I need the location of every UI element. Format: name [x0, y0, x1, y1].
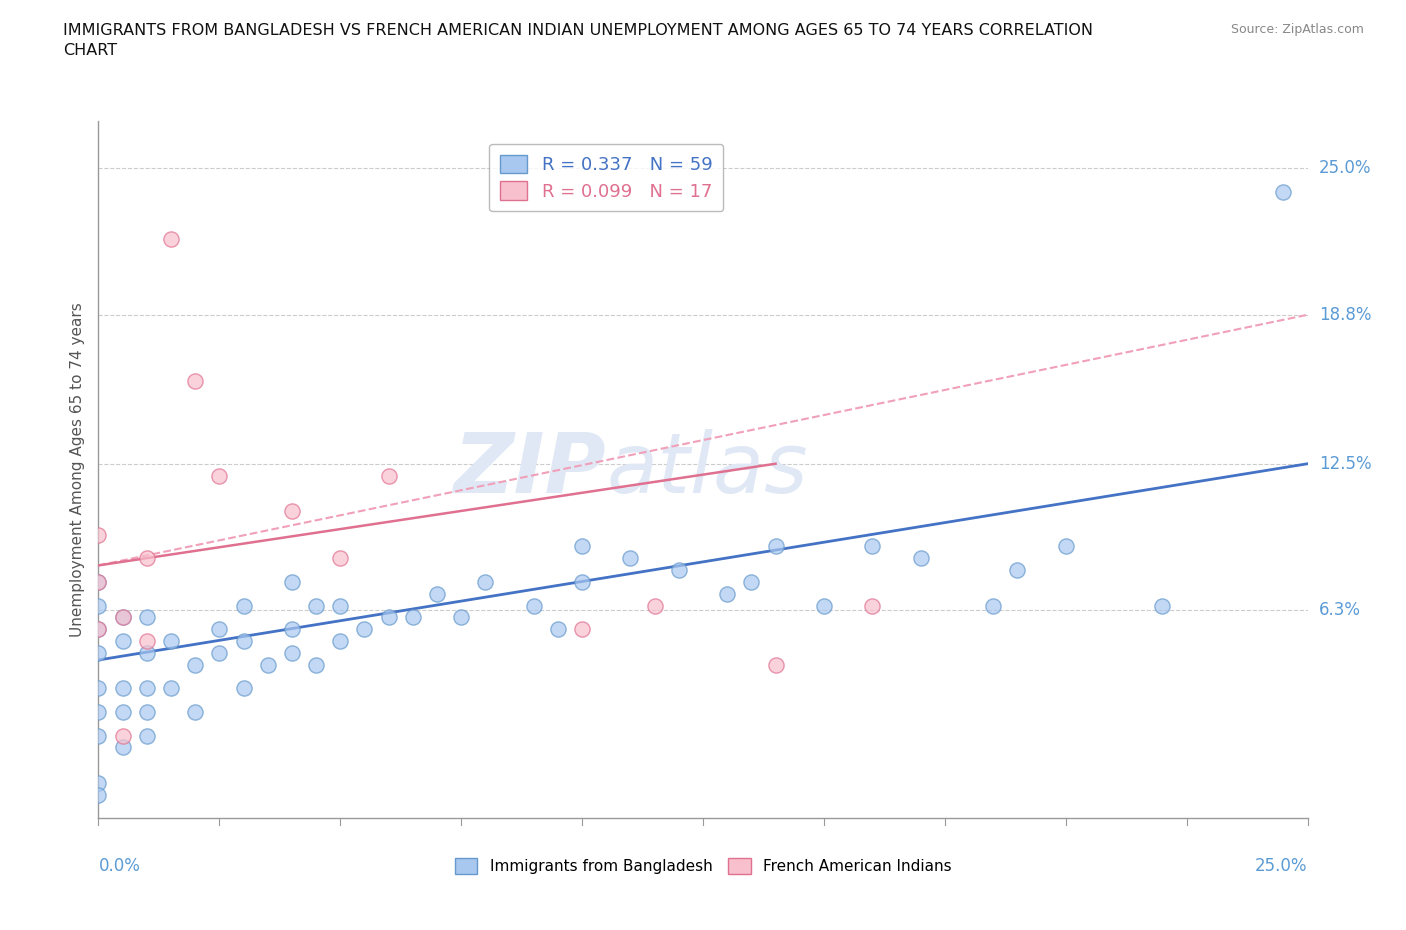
Point — [208, 468, 231, 483]
Point — [111, 610, 134, 625]
Point — [765, 658, 787, 672]
Point — [135, 645, 157, 660]
Point — [523, 598, 546, 613]
Point — [135, 610, 157, 625]
Point — [184, 705, 207, 720]
Text: atlas: atlas — [606, 429, 808, 511]
Point — [111, 681, 134, 696]
Point — [135, 705, 157, 720]
Text: IMMIGRANTS FROM BANGLADESH VS FRENCH AMERICAN INDIAN UNEMPLOYMENT AMONG AGES 65 : IMMIGRANTS FROM BANGLADESH VS FRENCH AME… — [63, 23, 1094, 58]
Point — [740, 575, 762, 590]
Text: 6.3%: 6.3% — [1319, 602, 1361, 619]
Point — [402, 610, 425, 625]
Point — [87, 527, 110, 542]
Point — [281, 622, 304, 637]
Point — [619, 551, 641, 565]
Legend: Immigrants from Bangladesh, French American Indians: Immigrants from Bangladesh, French Ameri… — [449, 852, 957, 881]
Point — [87, 645, 110, 660]
Y-axis label: Unemployment Among Ages 65 to 74 years: Unemployment Among Ages 65 to 74 years — [69, 302, 84, 637]
Point — [232, 598, 254, 613]
Point — [644, 598, 666, 613]
Text: ZIP: ZIP — [454, 429, 606, 511]
Point — [111, 633, 134, 648]
Point — [668, 563, 690, 578]
Point — [184, 374, 207, 389]
Point — [87, 728, 110, 743]
Point — [305, 658, 328, 672]
Point — [474, 575, 496, 590]
Point — [305, 598, 328, 613]
Point — [111, 728, 134, 743]
Point — [353, 622, 375, 637]
Point — [281, 503, 304, 518]
Point — [426, 586, 449, 601]
Point — [111, 740, 134, 755]
Point — [571, 622, 593, 637]
Point — [160, 681, 183, 696]
Text: 12.5%: 12.5% — [1319, 455, 1371, 472]
Point — [160, 633, 183, 648]
Point — [860, 598, 883, 613]
Point — [1272, 184, 1295, 199]
Point — [281, 575, 304, 590]
Point — [450, 610, 472, 625]
Point — [135, 633, 157, 648]
Point — [232, 681, 254, 696]
Point — [87, 705, 110, 720]
Point — [910, 551, 932, 565]
Point — [716, 586, 738, 601]
Point — [377, 610, 399, 625]
Point — [135, 551, 157, 565]
Point — [87, 776, 110, 790]
Text: 25.0%: 25.0% — [1319, 159, 1371, 178]
Point — [256, 658, 278, 672]
Point — [329, 551, 352, 565]
Point — [87, 681, 110, 696]
Point — [1007, 563, 1029, 578]
Point — [813, 598, 835, 613]
Point — [232, 633, 254, 648]
Point — [87, 575, 110, 590]
Point — [87, 575, 110, 590]
Point — [208, 622, 231, 637]
Point — [860, 539, 883, 554]
Point — [160, 232, 183, 246]
Point — [1152, 598, 1174, 613]
Text: 18.8%: 18.8% — [1319, 306, 1371, 324]
Point — [281, 645, 304, 660]
Point — [135, 681, 157, 696]
Point — [1054, 539, 1077, 554]
Point — [135, 728, 157, 743]
Point — [329, 598, 352, 613]
Point — [981, 598, 1004, 613]
Point — [329, 633, 352, 648]
Point — [571, 575, 593, 590]
Point — [87, 622, 110, 637]
Point — [547, 622, 569, 637]
Text: 0.0%: 0.0% — [98, 857, 141, 875]
Point — [87, 598, 110, 613]
Text: Source: ZipAtlas.com: Source: ZipAtlas.com — [1230, 23, 1364, 36]
Point — [87, 622, 110, 637]
Point — [765, 539, 787, 554]
Point — [377, 468, 399, 483]
Point — [111, 610, 134, 625]
Point — [571, 539, 593, 554]
Point — [87, 788, 110, 803]
Point — [111, 705, 134, 720]
Text: 25.0%: 25.0% — [1256, 857, 1308, 875]
Point — [208, 645, 231, 660]
Point — [184, 658, 207, 672]
